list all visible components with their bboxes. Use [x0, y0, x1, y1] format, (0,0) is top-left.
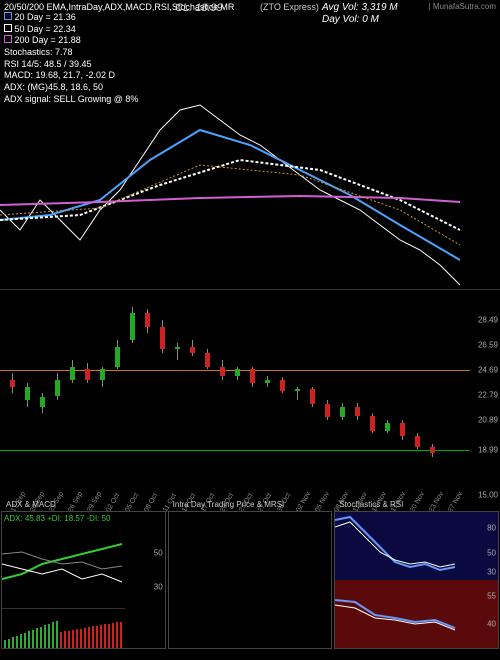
close-price: CL: 18.99 — [175, 2, 223, 14]
avg-vol: Avg Vol: 3,319 M — [322, 2, 398, 13]
intraday-panel: Intra Day Trading Price & MRSI — [168, 511, 333, 649]
watermark: | MunafaSutra.com — [429, 2, 496, 11]
adx-readout: ADX: 45.83 +DI: 18.57 -DI: 50 — [4, 514, 111, 523]
day-vol: Day Vol: 0 M — [322, 14, 379, 25]
main-price-chart — [0, 90, 500, 290]
candlestick-chart: 28.4926.5924.6922.7920.8918.9915.00 17 S… — [0, 300, 500, 500]
company: (ZTO Express) — [260, 2, 319, 12]
stoch-rsi-panel: Stochastics & RSI 80 50 30 55 40 — [334, 511, 499, 649]
adx-macd-panel: ADX & MACD ADX: 45.83 +DI: 18.57 -DI: 50… — [1, 511, 166, 649]
bottom-panels: ADX & MACD ADX: 45.83 +DI: 18.57 -DI: 50… — [0, 510, 500, 650]
